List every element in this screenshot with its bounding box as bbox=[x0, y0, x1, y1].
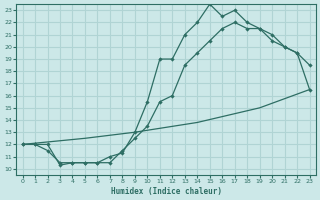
X-axis label: Humidex (Indice chaleur): Humidex (Indice chaleur) bbox=[111, 187, 221, 196]
